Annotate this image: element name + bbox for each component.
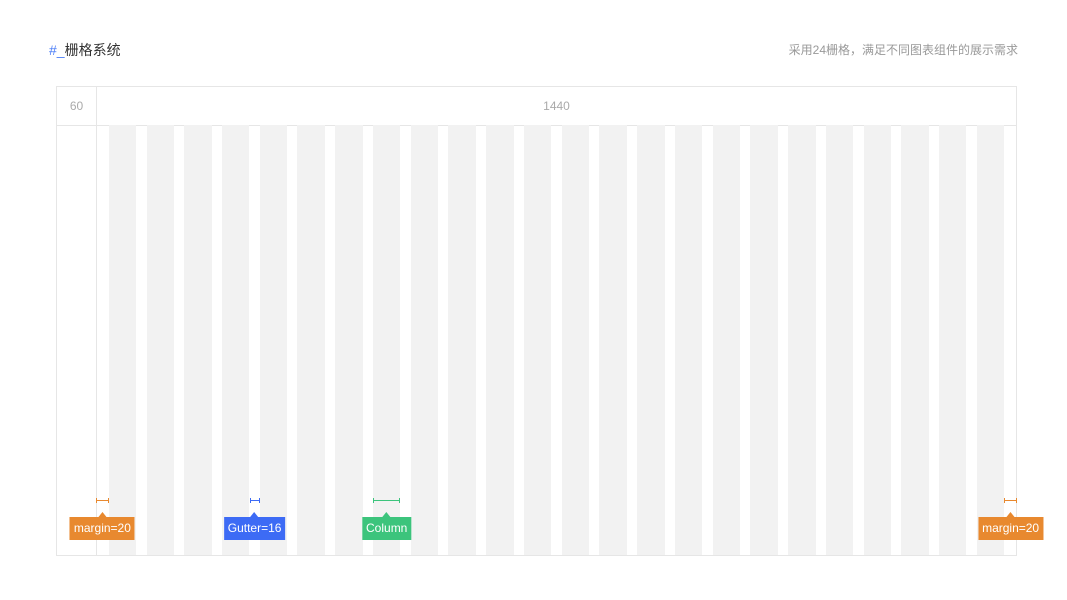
grid-column [637,125,665,555]
page-subtitle: 采用24栅格，满足不同图表组件的展示需求 [788,43,1018,57]
grid-column [184,125,212,555]
title-hash: #_ [49,42,65,58]
title-text: 栅格系统 [64,42,121,58]
gutter-marker [249,498,260,503]
margin-right-marker [1004,498,1017,503]
grid-column [938,125,967,555]
grid-column [372,125,401,555]
grid-column [523,125,552,555]
grid-column [297,125,325,555]
total-width-label: 1440 [543,99,570,113]
grid-column [259,125,288,555]
grid-column [976,125,1005,555]
grid-column [901,125,929,555]
grid-column [410,125,439,555]
grid-column [146,125,175,555]
grid-column [448,125,476,555]
grid-column [674,125,703,555]
grid-column [599,125,627,555]
grid-header: 60 1440 [57,87,1016,126]
margin-right-tag: margin=20 [978,512,1044,540]
grid-column [561,125,590,555]
grid-column [335,125,363,555]
grid-column [712,125,741,555]
side-width-label: 60 [57,87,97,125]
gutter-tag: Gutter=16 [223,512,286,540]
page-title: #_栅格系统 [49,40,121,60]
margin-left-marker [96,498,109,503]
grid-column [108,125,137,555]
grid-column [750,125,778,555]
sidebar-area [57,125,97,555]
grid-column [788,125,816,555]
column-tag: Column [362,512,412,540]
grid-column [486,125,514,555]
grid-column [825,125,854,555]
margin-left-tag: margin=20 [69,512,135,540]
grid-column [863,125,891,555]
grid-column [221,125,250,555]
column-marker [372,498,401,503]
